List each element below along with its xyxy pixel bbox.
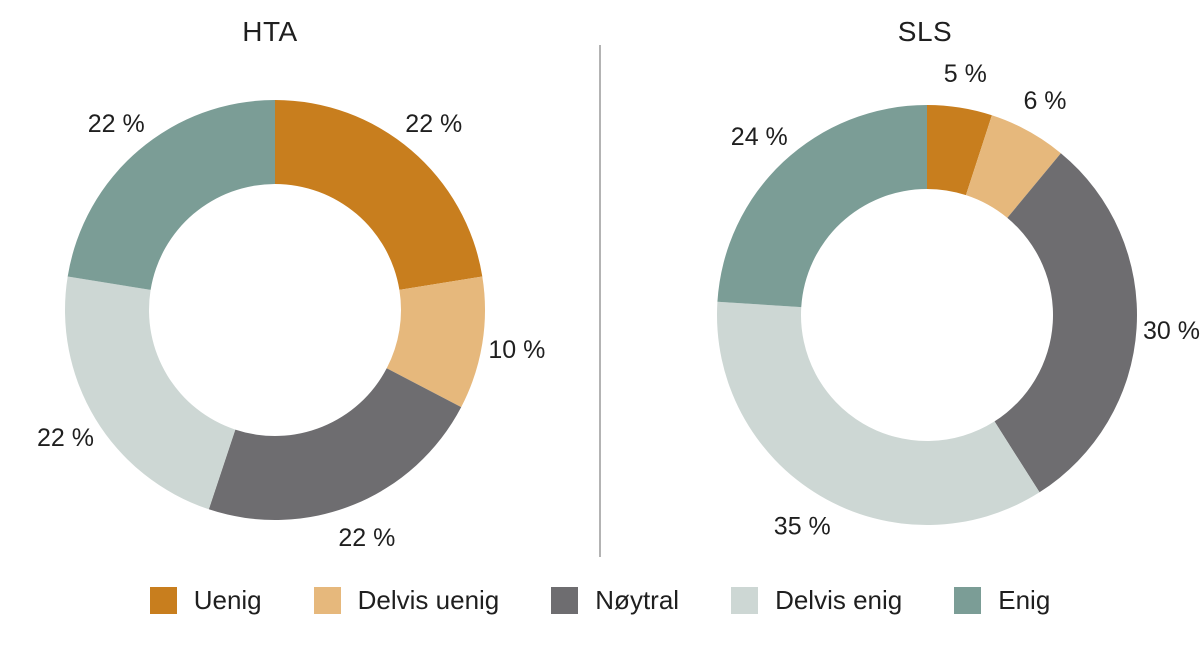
slice-label-enig: 24 %	[731, 123, 788, 151]
legend-label-delvis-uenig: Delvis uenig	[357, 585, 500, 615]
chart-legend: Uenig Delvis uenig Nøytral Delvis enig Enig	[0, 585, 1200, 616]
legend-swatch-enig	[954, 587, 982, 614]
donut-segment-delvis-uenig	[386, 276, 486, 408]
donut-segment-noytral	[208, 368, 462, 520]
donut-segment-noytral	[994, 153, 1138, 493]
legend-swatch-noytral	[551, 587, 579, 614]
chart-title-sls: SLS	[897, 16, 953, 47]
slice-label-delvis-uenig: 10 %	[488, 336, 545, 364]
slice-label-delvis-uenig: 6 %	[1023, 87, 1066, 115]
legend-item-delvis-enig: Delvis enig	[731, 585, 902, 616]
slice-label-uenig: 22 %	[405, 110, 462, 138]
legend-label-enig: Enig	[998, 585, 1051, 615]
slice-label-uenig: 5 %	[944, 60, 987, 88]
legend-item-noytral: Nøytral	[551, 585, 679, 616]
donut-segment-delvis-uenig	[965, 115, 1061, 218]
slice-label-delvis-enig: 22 %	[37, 424, 94, 452]
slice-label-enig: 22 %	[88, 110, 145, 138]
legend-label-uenig: Uenig	[193, 585, 262, 615]
donut-segment-delvis-enig	[64, 276, 236, 510]
legend-label-noytral: Nøytral	[595, 585, 680, 615]
slice-label-delvis-enig: 35 %	[774, 513, 831, 541]
legend-item-enig: Enig	[954, 585, 1050, 616]
legend-swatch-delvis-uenig	[313, 587, 341, 614]
slice-label-noytral: 22 %	[338, 524, 395, 552]
chart-title-hta: HTA	[242, 16, 298, 47]
chart-divider	[599, 45, 601, 557]
legend-swatch-uenig	[149, 587, 177, 614]
donut-segment-uenig	[927, 105, 992, 196]
slice-label-noytral: 30 %	[1143, 317, 1200, 345]
donut-chart-sls: 5 % 6 % 30 % 35 % 24 %	[716, 60, 1200, 541]
donut-segment-uenig	[275, 100, 483, 290]
legend-item-delvis-uenig: Delvis uenig	[313, 585, 500, 616]
donut-chart-hta: 22 % 10 % 22 % 22 % 22 %	[37, 99, 545, 552]
donut-segment-enig	[717, 104, 927, 308]
legend-swatch-delvis-enig	[731, 587, 759, 614]
legend-label-delvis-enig: Delvis enig	[775, 585, 903, 615]
donut-segment-delvis-enig	[716, 301, 1040, 526]
donut-segment-enig	[67, 99, 275, 290]
legend-item-uenig: Uenig	[149, 585, 262, 616]
